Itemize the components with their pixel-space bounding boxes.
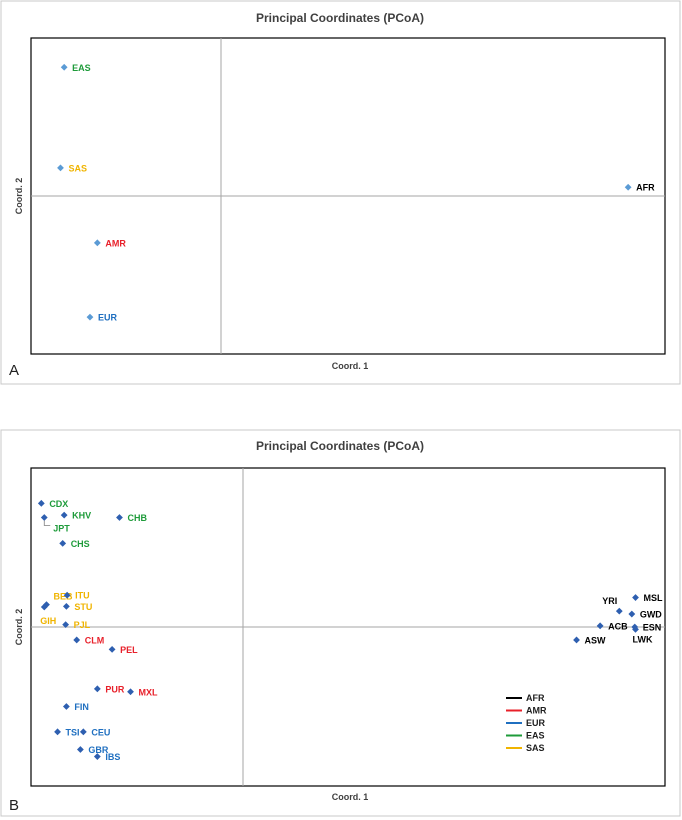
chart-panel-a: Principal Coordinates (PCoA) Coord. 1 Co… <box>0 0 681 385</box>
point-ceu-marker <box>79 728 87 736</box>
legend: AFR AMR EUR EAS SAS <box>506 693 547 753</box>
panel-letter-a: A <box>9 362 19 379</box>
panel-letter-b: B <box>9 797 19 814</box>
point-pjl-marker <box>62 621 70 629</box>
point-fin-marker <box>62 703 70 710</box>
point-tsi-label: TSI <box>66 727 80 737</box>
point-eas-marker <box>60 63 68 71</box>
point-gwd-label: GWD <box>640 610 662 620</box>
point-eur-marker <box>86 313 94 321</box>
point-cdx-label: CDX <box>49 499 68 509</box>
point-cdx-marker <box>37 499 45 507</box>
point-gbr-label: GBR <box>88 745 109 755</box>
point-acb-label: ACB <box>608 621 628 631</box>
point-clm-label: CLM <box>85 635 105 645</box>
point-tsi-marker <box>54 728 61 736</box>
point-stu-label: STU <box>74 602 92 612</box>
point-mxl-label: MXL <box>139 687 159 697</box>
y-axis-title-b: Coord. 2 <box>14 609 24 646</box>
point-chs-marker <box>59 539 67 547</box>
x-axis-title-a: Coord. 1 <box>332 361 369 371</box>
point-jpt-leader-line <box>43 520 51 526</box>
point-khv-label: KHV <box>72 511 91 521</box>
point-msl-label: MSL <box>644 593 664 603</box>
point-pel-marker <box>108 645 116 653</box>
point-pel-label: PEL <box>120 645 138 655</box>
point-ibs-label: IBS <box>105 752 120 762</box>
point-acb-marker <box>596 622 604 630</box>
point-yri-label: YRI <box>602 596 617 606</box>
x-axis-title-b: Coord. 1 <box>332 792 369 802</box>
point-esn-label: ESN <box>643 623 662 633</box>
point-amr-label: AMR <box>105 238 126 248</box>
point-stu-marker <box>62 602 70 610</box>
point-khv-marker <box>60 511 68 519</box>
point-afr-label: AFR <box>636 183 655 193</box>
point-jpt-label: JPT <box>53 523 70 533</box>
point-gih-label: GIH <box>40 616 56 626</box>
legend-amr-label: AMR <box>526 706 547 716</box>
point-lwk-marker <box>632 625 639 633</box>
point-beb-label: BEB <box>53 592 73 602</box>
point-msl-marker <box>632 594 639 601</box>
point-chs-label: CHS <box>71 539 90 549</box>
chart-panel-b: Principal Coordinates (PCoA) Coord. 1 Co… <box>0 429 681 817</box>
chart-title-b: Principal Coordinates (PCoA) <box>256 439 424 453</box>
point-eas-label: EAS <box>72 63 91 73</box>
legend-sas-label: SAS <box>526 743 545 753</box>
point-yri-marker <box>615 607 623 615</box>
chart-title-a: Principal Coordinates (PCoA) <box>256 11 424 25</box>
point-ceu-label: CEU <box>91 727 110 737</box>
point-jpt-marker <box>40 514 48 521</box>
points-a: EAS SAS AFR AMR EUR <box>57 63 655 323</box>
point-eur-label: EUR <box>98 313 118 323</box>
point-sas-label: SAS <box>68 163 87 173</box>
point-pur-label: PUR <box>105 684 125 694</box>
panel-b-frame <box>0 429 681 817</box>
point-gih-marker <box>40 603 48 611</box>
panel-a-frame <box>0 0 681 385</box>
point-amr-marker <box>93 239 101 247</box>
point-afr-marker <box>624 183 632 191</box>
point-itu-marker <box>63 591 71 599</box>
legend-eas-label: EAS <box>526 731 545 741</box>
point-pur-marker <box>93 685 101 693</box>
point-itu-label: ITU <box>75 591 90 601</box>
point-gwd-marker <box>628 610 636 618</box>
point-chb-marker <box>116 514 123 521</box>
point-clm-marker <box>73 636 81 644</box>
y-axis-title-a: Coord. 2 <box>14 178 24 215</box>
point-lwk-label: LWK <box>633 634 653 644</box>
point-asw-marker <box>573 636 580 644</box>
legend-afr-label: AFR <box>526 693 545 703</box>
point-sas-marker <box>57 164 64 172</box>
point-ibs-marker <box>93 753 101 760</box>
point-fin-label: FIN <box>74 702 89 712</box>
point-pjl-label: PJL <box>74 620 91 630</box>
legend-eur-label: EUR <box>526 718 546 728</box>
point-chb-label: CHB <box>127 513 147 523</box>
point-gbr-marker <box>76 746 84 753</box>
point-asw-label: ASW <box>585 635 607 645</box>
